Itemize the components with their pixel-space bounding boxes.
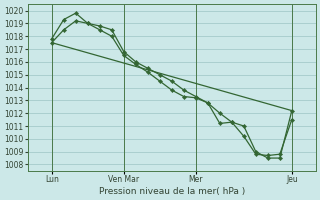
X-axis label: Pression niveau de la mer( hPa ): Pression niveau de la mer( hPa ): [99, 187, 245, 196]
